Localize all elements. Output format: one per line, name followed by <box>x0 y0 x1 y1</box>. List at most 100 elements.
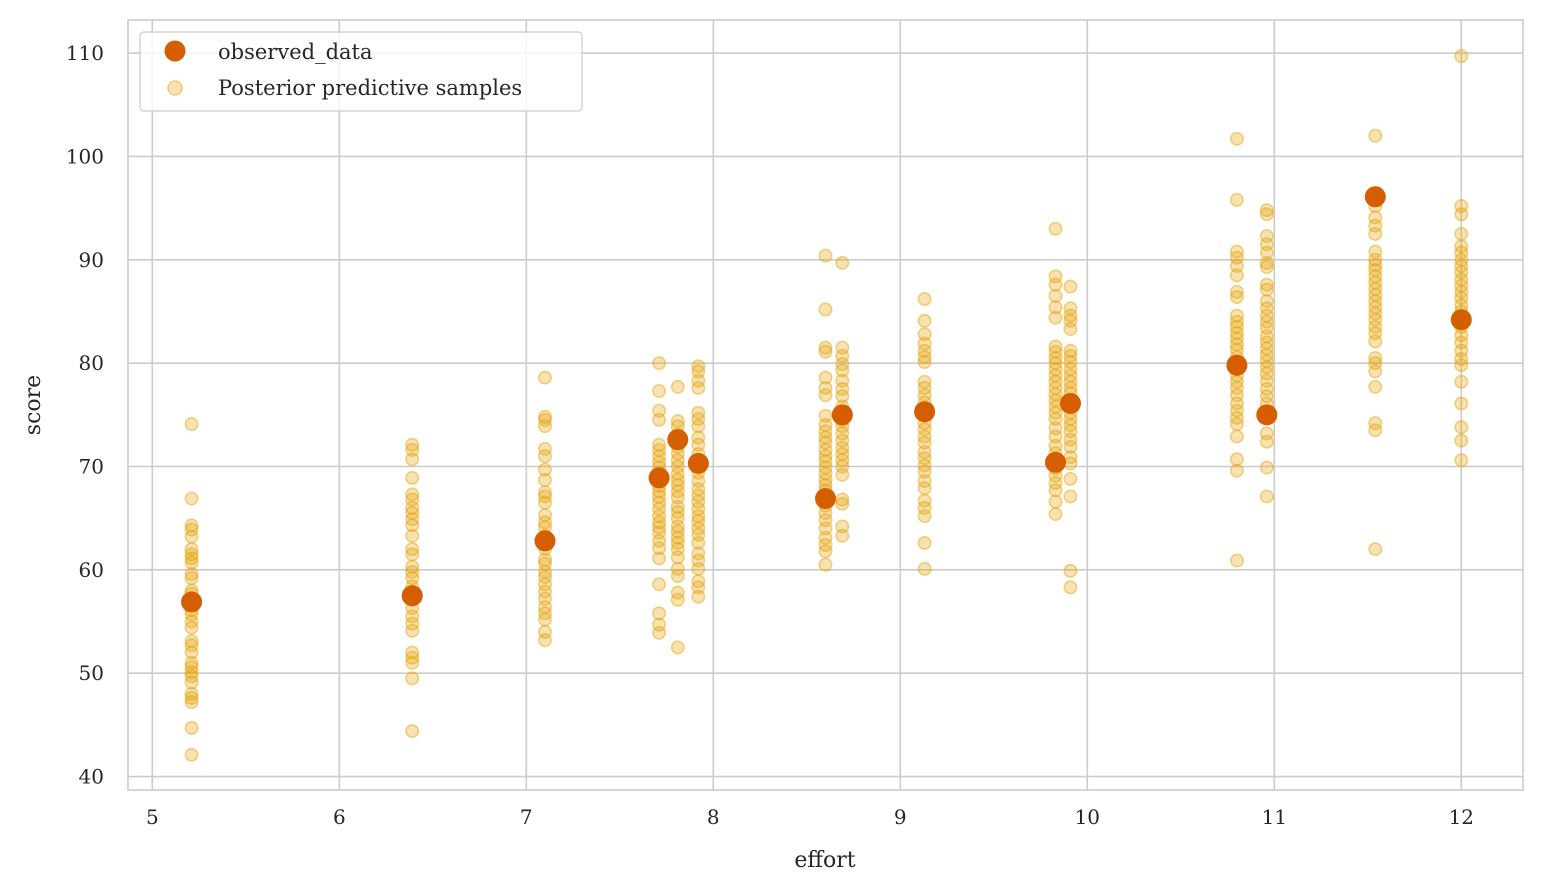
predictive-sample-point <box>670 504 685 519</box>
predictive-sample-point <box>538 449 553 464</box>
predictive-sample-point <box>405 616 420 631</box>
predictive-sample-point <box>1229 452 1244 467</box>
predictive-sample-point <box>405 655 420 670</box>
predictive-sample-point <box>1229 308 1244 323</box>
predictive-sample-point <box>917 435 932 450</box>
predictive-sample-point <box>184 669 199 684</box>
observed-data-points <box>181 186 1472 613</box>
predictive-sample-point <box>818 538 833 553</box>
predictive-sample-point <box>1454 396 1469 411</box>
x-tick-label: 9 <box>894 805 907 829</box>
predictive-sample-point <box>184 417 199 432</box>
predictive-sample-point <box>818 388 833 403</box>
predictive-sample-point <box>1048 405 1063 420</box>
predictive-sample-point <box>1454 343 1469 358</box>
predictive-sample-point <box>835 340 850 355</box>
predictive-sample-point <box>538 409 553 424</box>
observed-data-point <box>1045 451 1067 473</box>
predictive-sample-point <box>1048 221 1063 236</box>
predictive-sample-point <box>652 501 667 516</box>
predictive-sample-point <box>691 419 706 434</box>
predictive-sample-point <box>835 348 850 363</box>
predictive-sample-point <box>184 660 199 675</box>
predictive-sample-point <box>405 500 420 515</box>
predictive-sample-point <box>1048 356 1063 371</box>
predictive-sample-point <box>1229 331 1244 346</box>
predictive-sample-point <box>538 441 553 456</box>
legend: observed_data Posterior predictive sampl… <box>139 31 583 112</box>
predictive-sample-point <box>1063 580 1078 595</box>
predictive-sample-point <box>1259 229 1274 244</box>
predictive-sample-point <box>818 430 833 445</box>
predictive-sample-point <box>1454 252 1469 267</box>
predictive-sample-point <box>670 550 685 565</box>
predictive-sample-point <box>1368 326 1383 341</box>
predictive-sample-point <box>1259 426 1274 441</box>
predictive-sample-point <box>691 546 706 561</box>
predictive-sample-point <box>184 529 199 544</box>
x-tick-label: 7 <box>520 805 533 829</box>
predictive-sample-point <box>835 255 850 270</box>
predictive-sample-point <box>1063 313 1078 328</box>
predictive-sample-point <box>1259 301 1274 316</box>
predictive-sample-point <box>1048 387 1063 402</box>
predictive-sample-point <box>1368 128 1383 143</box>
predictive-sample-point <box>538 552 553 567</box>
predictive-sample-point <box>184 675 199 690</box>
predictive-sample-point <box>1048 288 1063 303</box>
observed-data-point <box>534 530 556 552</box>
x-axis-label: effort <box>794 848 855 873</box>
observed-data-point <box>667 429 689 451</box>
predictive-sample-point <box>917 313 932 328</box>
predictive-sample-point <box>538 584 553 599</box>
predictive-sample-point <box>670 524 685 539</box>
predictive-sample-point <box>538 570 553 585</box>
predictive-sample-point <box>184 686 199 701</box>
predictive-sample-point <box>405 623 420 638</box>
predictive-sample-point <box>1368 244 1383 259</box>
predictive-sample-point <box>835 528 850 543</box>
predictive-sample-point <box>1368 226 1383 241</box>
predictive-sample-point <box>670 569 685 584</box>
predictive-sample-point <box>670 640 685 655</box>
grid-lines <box>128 20 1523 790</box>
predictive-sample-point <box>652 509 667 524</box>
predictive-sample-point <box>184 747 199 762</box>
predictive-sample-point <box>1063 301 1078 316</box>
predictive-sample-point <box>184 522 199 537</box>
predictive-sample-point <box>538 489 553 504</box>
predictive-sample-point <box>818 521 833 536</box>
predictive-sample-point <box>670 478 685 493</box>
predictive-sample-point <box>670 453 685 468</box>
predictive-sample-point <box>1368 356 1383 371</box>
predictive-sample-point <box>1063 348 1078 363</box>
predictive-sample-point <box>670 472 685 487</box>
predictive-sample-point <box>818 408 833 423</box>
predictive-sample-point <box>1368 542 1383 557</box>
predictive-sample-point <box>1368 257 1383 272</box>
predictive-sample-point <box>184 638 199 653</box>
legend-marker-predictive <box>167 80 183 96</box>
predictive-sample-point <box>538 624 553 639</box>
predictive-sample-point <box>691 527 706 542</box>
predictive-sample-point <box>1048 269 1063 284</box>
predictive-sample-point <box>1368 294 1383 309</box>
predictive-sample-point <box>652 495 667 510</box>
predictive-sample-point <box>818 302 833 317</box>
predictive-sample-point <box>1259 308 1274 323</box>
predictive-sample-point <box>184 491 199 506</box>
predictive-sample-point <box>917 380 932 395</box>
predictive-sample-point <box>835 440 850 455</box>
predictive-sample-point <box>1368 210 1383 225</box>
x-axis-ticks: 5 6 7 8 9 10 11 12 <box>146 805 1474 829</box>
predictive-sample-point <box>1368 252 1383 267</box>
predictive-sample-point <box>691 574 706 589</box>
predictive-sample-point <box>405 442 420 457</box>
predictive-sample-point <box>1048 483 1063 498</box>
predictive-sample-point <box>917 458 932 473</box>
predictive-sample-point <box>405 512 420 527</box>
predictive-sample-point <box>917 336 932 351</box>
predictive-sample-point <box>835 381 850 396</box>
predictive-sample-point <box>1063 489 1078 504</box>
predictive-sample-point <box>184 542 199 557</box>
